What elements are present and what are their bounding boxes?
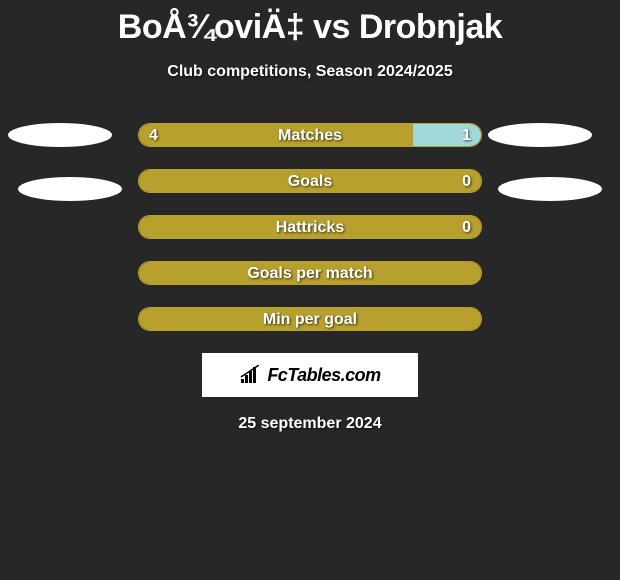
decorative-ellipse [488, 123, 592, 147]
stat-value-right: 0 [462, 170, 471, 193]
stat-row: Goals0 [138, 169, 482, 193]
stat-value-right: 1 [462, 124, 471, 147]
page-title: BoÅ¾oviÄ‡ vs Drobnjak [0, 0, 620, 47]
stat-label: Min per goal [139, 308, 481, 331]
stat-row: Goals per match [138, 261, 482, 285]
stat-label: Matches [139, 124, 481, 147]
brand-logo-icon [239, 365, 263, 385]
stat-label: Goals [139, 170, 481, 193]
comparison-chart: 4Matches1Goals0Hattricks0Goals per match… [0, 123, 620, 331]
decorative-ellipse [8, 123, 112, 147]
subtitle: Club competitions, Season 2024/2025 [0, 63, 620, 81]
decorative-ellipse [18, 177, 122, 201]
stat-label: Hattricks [139, 216, 481, 239]
stat-label: Goals per match [139, 262, 481, 285]
date-text: 25 september 2024 [0, 415, 620, 433]
stat-row: Min per goal [138, 307, 482, 331]
brand-box: FcTables.com [202, 353, 418, 397]
decorative-ellipse [498, 177, 602, 201]
stat-row: Hattricks0 [138, 215, 482, 239]
brand-text: FcTables.com [267, 365, 380, 386]
stat-row: 4Matches1 [138, 123, 482, 147]
stat-value-right: 0 [462, 216, 471, 239]
